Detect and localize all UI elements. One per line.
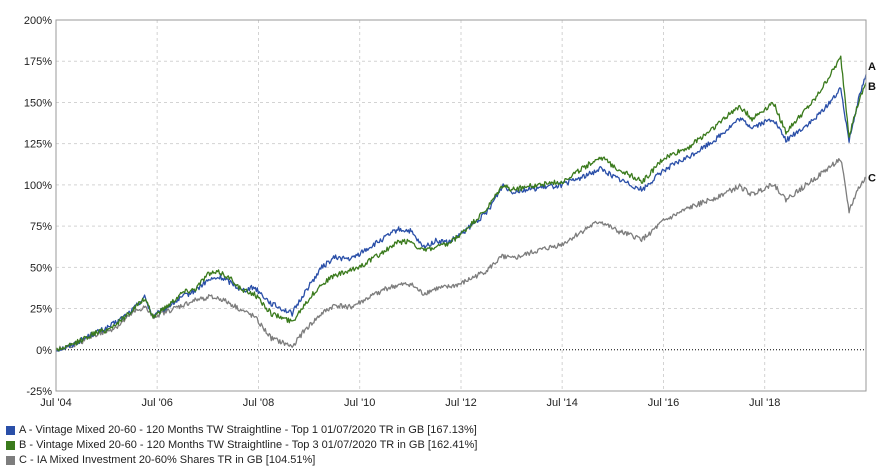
y-axis-tick-labels: -25% 0% 25% 50% 75% 100% 125% 150% 175% 200%: [24, 15, 52, 398]
legend-swatch-b: [6, 441, 15, 450]
x-tick-label: Jul '04: [40, 397, 71, 409]
legend-item-c: C - IA Mixed Investment 20-60% Shares TR…: [6, 453, 477, 468]
legend: A - Vintage Mixed 20-60 - 120 Months TW …: [6, 423, 477, 468]
y-tick-label: 100%: [24, 180, 52, 192]
y-tick-label: 175%: [24, 56, 52, 68]
series-end-labels: AB C: [868, 61, 876, 184]
end-label-b: B: [868, 81, 876, 93]
y-tick-label: 200%: [24, 15, 52, 27]
grid-lines: [55, 19, 866, 392]
legend-swatch-a: [6, 426, 15, 435]
line-chart: -25% 0% 25% 50% 75% 100% 125% 150% 175% 200% Jul …: [24, 15, 876, 409]
legend-item-a: A - Vintage Mixed 20-60 - 120 Months TW …: [6, 423, 477, 438]
legend-swatch-c: [6, 456, 15, 465]
plot-frame: [55, 19, 867, 392]
y-tick-label: 0%: [36, 345, 52, 357]
x-tick-label: Jul '12: [445, 397, 476, 409]
series-lines: [55, 55, 867, 352]
series-line-b: [55, 55, 867, 352]
x-tick-label: Jul '18: [749, 397, 780, 409]
x-tick-label: Jul '08: [243, 397, 274, 409]
y-tick-label: 125%: [24, 139, 52, 151]
series-line-c: [55, 158, 867, 352]
y-tick-label: 50%: [30, 262, 52, 274]
y-tick-label: 25%: [30, 304, 52, 316]
x-tick-label: Jul '06: [141, 397, 172, 409]
x-tick-label: Jul '10: [344, 397, 375, 409]
y-tick-label: -25%: [26, 386, 52, 398]
end-label-a: A: [868, 61, 876, 73]
legend-label-b: B - Vintage Mixed 20-60 - 120 Months TW …: [19, 439, 478, 451]
x-axis-tick-labels: Jul '04 Jul '06 Jul '08 Jul '10 Jul '12 Jul '…: [40, 397, 780, 409]
legend-label-c: C - IA Mixed Investment 20-60% Shares TR…: [19, 454, 316, 466]
legend-item-b: B - Vintage Mixed 20-60 - 120 Months TW …: [6, 438, 477, 453]
end-label-c: C: [868, 172, 876, 184]
legend-label-a: A - Vintage Mixed 20-60 - 120 Months TW …: [19, 424, 477, 436]
x-tick-label: Jul '16: [648, 397, 679, 409]
x-tick-label: Jul '14: [546, 397, 577, 409]
y-tick-label: 75%: [30, 221, 52, 233]
y-tick-label: 150%: [24, 97, 52, 109]
